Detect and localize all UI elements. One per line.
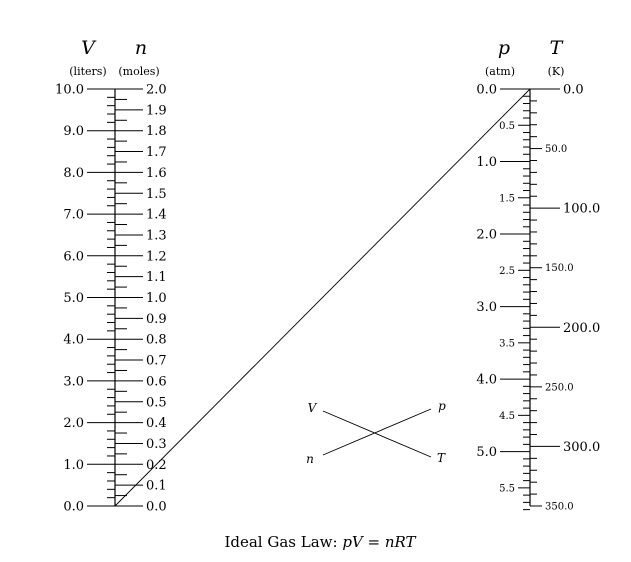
v-tick-label: 10.0 — [55, 83, 84, 98]
p-mid-label: 1.5 — [499, 193, 515, 204]
n-tick-label: 2.0 — [146, 83, 167, 98]
n-tick-label: 0.1 — [146, 479, 167, 494]
n-tick-label: 1.0 — [146, 291, 167, 306]
v-tick-label: 9.0 — [63, 124, 84, 139]
T-mid-label: 50.0 — [545, 144, 567, 155]
v-tick-label: 4.0 — [63, 333, 84, 348]
key-label-bottom-right: T — [437, 451, 446, 465]
p-mid-label: 4.5 — [499, 411, 515, 422]
v-tick-label: 7.0 — [63, 208, 84, 223]
T-major-label: 0.0 — [563, 83, 584, 98]
n-tick-label: 1.3 — [146, 228, 167, 243]
v-tick-label: 5.0 — [63, 291, 84, 306]
n-tick-label: 1.2 — [146, 249, 167, 264]
caption-formula: pV = nRT — [342, 533, 416, 551]
n-tick-label: 1.9 — [146, 103, 167, 118]
key-label-top-left: V — [308, 401, 318, 415]
v-tick-label: 6.0 — [63, 249, 84, 264]
p-major-label: 0.0 — [476, 83, 497, 98]
T-mid-label: 250.0 — [545, 382, 574, 393]
t-axis-unit: (K) — [548, 65, 565, 78]
n-tick-label: 0.2 — [146, 458, 167, 473]
right-axis-ticks: 0.0 1.0 2.0 3.0 4.0 5.0 0.5 1.5 2.5 3.5 4.5 5.5 0.0 1… — [476, 83, 600, 513]
n-tick-label: 0.9 — [146, 312, 167, 327]
left-axis-ticks: 0.0 0.1 0.2 0.3 0.4 0.5 0.6 0.7 0.8 0.9 1.0 1.1 1.2 1… — [55, 83, 167, 515]
key-label-top-right: p — [438, 399, 446, 413]
T-major-label: 100.0 — [563, 202, 600, 217]
n-tick-label: 1.7 — [146, 145, 167, 160]
t-axis-symbol: T — [550, 37, 564, 59]
p-major-label: 4.0 — [476, 373, 497, 388]
T-mid-label: 350.0 — [545, 502, 574, 513]
n-tick-label: 0.5 — [146, 395, 167, 410]
p-major-label: 2.0 — [476, 228, 497, 243]
n-tick-label: 0.6 — [146, 374, 167, 389]
p-major-label: 3.0 — [476, 300, 497, 315]
p-mid-label: 0.5 — [499, 121, 515, 132]
n-tick-label: 1.8 — [146, 124, 167, 139]
p-major-label: 5.0 — [476, 445, 497, 460]
n-tick-label: 0.8 — [146, 333, 167, 348]
axis-key: V p n T — [306, 399, 446, 466]
isopleth-line — [114, 88, 531, 507]
n-tick-label: 0.0 — [146, 500, 167, 515]
v-tick-label: 8.0 — [63, 166, 84, 181]
n-tick-label: 0.7 — [146, 354, 167, 369]
v-axis-symbol: V — [81, 37, 97, 59]
p-mid-label: 5.5 — [499, 483, 515, 494]
key-line-v-t — [322, 410, 432, 458]
p-axis-symbol: p — [498, 37, 510, 59]
key-label-bottom-left: n — [306, 452, 314, 466]
v-tick-label: 3.0 — [63, 374, 84, 389]
T-mid-label: 150.0 — [545, 263, 574, 274]
n-tick-label: 1.5 — [146, 187, 167, 202]
caption-text: Ideal Gas Law: — [224, 533, 342, 551]
v-tick-label: 1.0 — [63, 458, 84, 473]
T-major-label: 200.0 — [563, 321, 600, 336]
n-axis-unit: (moles) — [118, 65, 159, 78]
figure-caption: Ideal Gas Law: pV = nRT — [224, 533, 416, 551]
n-tick-label: 0.4 — [146, 416, 167, 431]
p-major-label: 1.0 — [476, 155, 497, 170]
n-tick-label: 1.6 — [146, 166, 167, 181]
p-axis-unit: (atm) — [485, 65, 515, 78]
p-mid-label: 3.5 — [499, 338, 515, 349]
p-mid-label: 2.5 — [499, 266, 515, 277]
v-tick-label: 2.0 — [63, 416, 84, 431]
v-axis-unit: (liters) — [69, 65, 106, 78]
T-major-label: 300.0 — [563, 440, 600, 455]
n-tick-label: 1.4 — [146, 208, 167, 223]
n-tick-label: 1.1 — [146, 270, 167, 285]
key-line-n-p — [322, 408, 432, 456]
n-tick-label: 0.3 — [146, 437, 167, 452]
v-tick-label: 0.0 — [63, 500, 84, 515]
n-axis-symbol: n — [135, 37, 147, 59]
